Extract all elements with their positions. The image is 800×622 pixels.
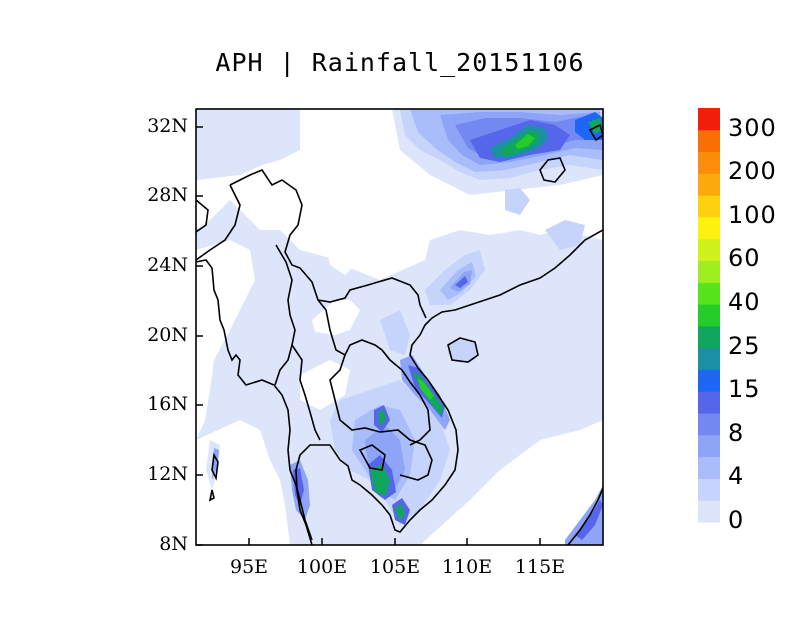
colorbar-swatch bbox=[698, 173, 720, 196]
colorbar-swatch bbox=[698, 413, 720, 436]
map-frame bbox=[195, 108, 604, 546]
lon-tick-label: 100E bbox=[296, 556, 348, 578]
colorbar-swatch bbox=[698, 216, 720, 240]
lat-tick-label: 28N bbox=[147, 184, 188, 206]
colorbar-swatch bbox=[698, 151, 720, 174]
colorbar-swatch bbox=[698, 456, 720, 479]
lon-tick-label: 110E bbox=[441, 556, 493, 578]
colorbar-label: 15 bbox=[728, 375, 761, 403]
lat-tick-label: 12N bbox=[147, 463, 188, 485]
colorbar-swatch bbox=[698, 369, 720, 392]
colorbar bbox=[698, 108, 720, 523]
lat-tick-label: 16N bbox=[147, 393, 188, 415]
colorbar-label: 40 bbox=[728, 288, 761, 316]
coastlines bbox=[196, 123, 603, 545]
colorbar-swatch bbox=[698, 391, 720, 414]
lat-tick-label: 32N bbox=[147, 115, 188, 137]
colorbar-swatch bbox=[698, 478, 720, 501]
colorbar-label: 100 bbox=[728, 201, 777, 229]
colorbar-label: 300 bbox=[728, 114, 777, 142]
colorbar-swatch bbox=[698, 282, 720, 305]
colorbar-label: 0 bbox=[728, 506, 745, 534]
lon-tick-label: 95E bbox=[229, 556, 269, 578]
lat-tick-label: 24N bbox=[147, 254, 188, 276]
colorbar-swatch bbox=[698, 347, 720, 370]
rainfall-field bbox=[196, 109, 603, 545]
lat-tick-label: 8N bbox=[159, 533, 188, 555]
colorbar-label: 8 bbox=[728, 419, 745, 447]
lon-tick-label: 105E bbox=[369, 556, 421, 578]
colorbar-swatch bbox=[698, 434, 720, 458]
colorbar-swatch bbox=[698, 108, 720, 131]
colorbar-swatch bbox=[698, 260, 720, 283]
lon-tick-label: 115E bbox=[514, 556, 566, 578]
colorbar-swatch bbox=[698, 500, 720, 523]
colorbar-swatch bbox=[698, 304, 720, 327]
axis-ticks bbox=[196, 126, 541, 546]
map-title: APH | Rainfall_20151106 bbox=[215, 48, 585, 77]
colorbar-swatch bbox=[698, 129, 720, 153]
colorbar-label: 200 bbox=[728, 157, 777, 185]
colorbar-label: 4 bbox=[728, 462, 745, 490]
lat-tick-label: 20N bbox=[147, 324, 188, 346]
colorbar-swatch bbox=[698, 325, 720, 349]
colorbar-label: 60 bbox=[728, 244, 761, 272]
colorbar-swatch bbox=[698, 238, 720, 262]
colorbar-label: 25 bbox=[728, 332, 761, 360]
colorbar-swatch bbox=[698, 195, 720, 218]
